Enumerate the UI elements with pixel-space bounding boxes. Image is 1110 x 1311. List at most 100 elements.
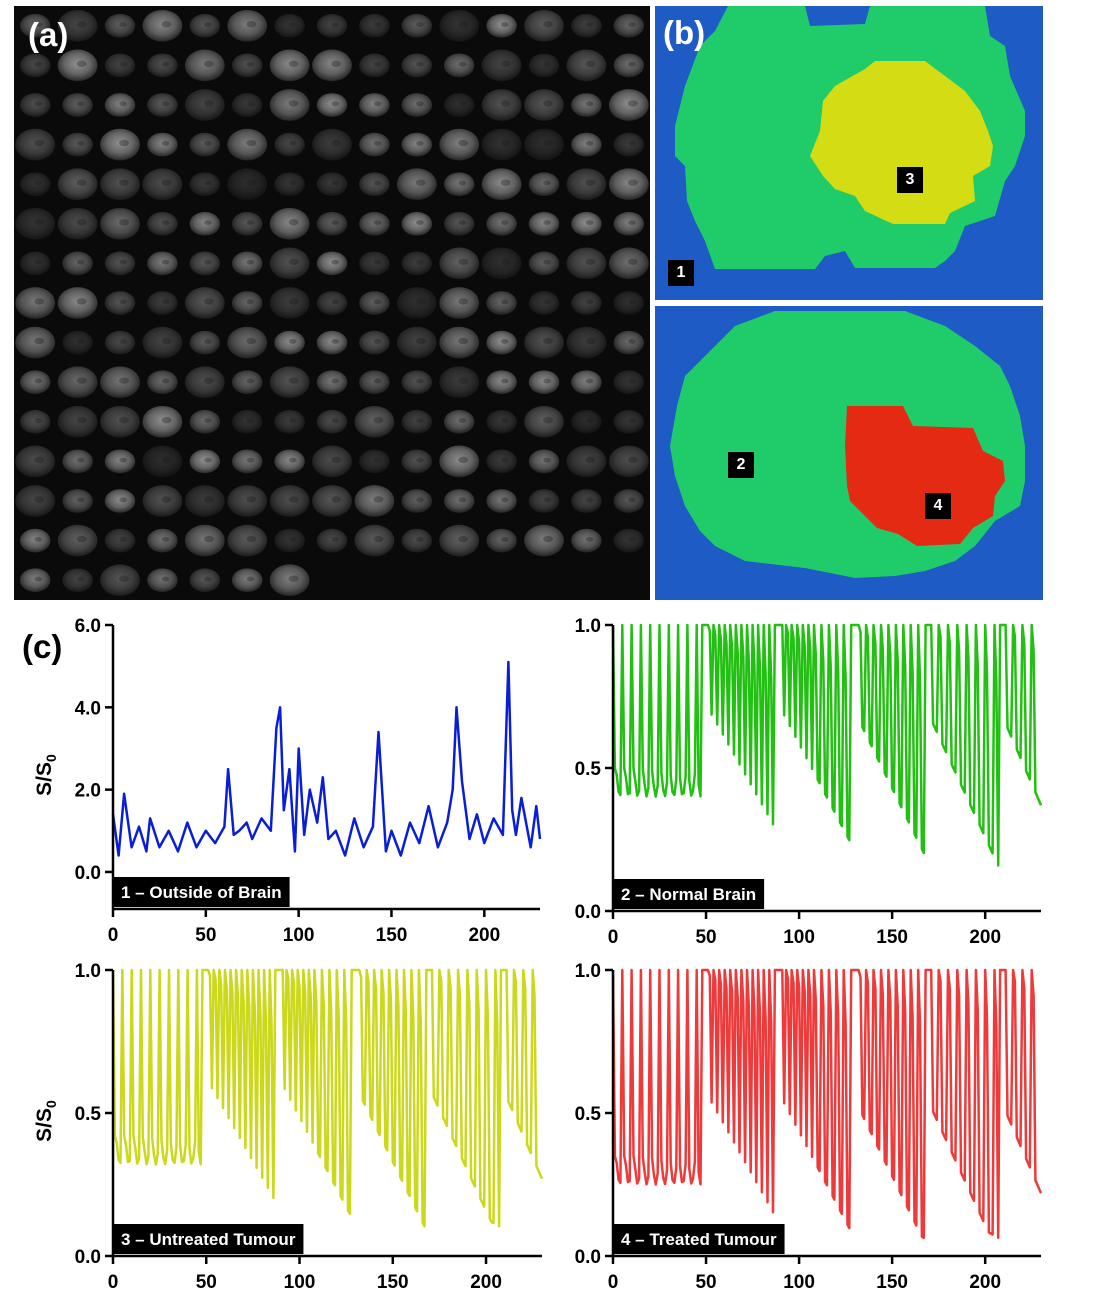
mri-slice <box>566 445 607 478</box>
x-tick-label: 150 <box>876 927 908 948</box>
mri-slice-detail <box>500 179 511 186</box>
mri-slice <box>19 53 51 78</box>
mri-slice-detail <box>585 141 594 146</box>
mri-slice <box>100 564 140 597</box>
mri-slice-detail <box>161 456 172 463</box>
mri-slice <box>359 53 390 78</box>
mri-slice <box>481 89 522 121</box>
mri-slice <box>104 449 136 474</box>
mri-slice <box>100 168 140 201</box>
mri-slice <box>227 168 268 201</box>
mri-slice <box>439 445 480 478</box>
y-tick-label: 0.0 <box>575 1247 601 1268</box>
mri-slice <box>274 449 305 474</box>
mri-slice <box>274 528 305 553</box>
mri-slice <box>354 524 395 557</box>
mri-slice <box>571 211 602 236</box>
mri-slice-detail <box>628 497 636 503</box>
mri-slice-detail <box>34 456 45 463</box>
mri-slice-detail <box>416 457 424 463</box>
mri-slice-detail <box>76 457 85 463</box>
mri-slice <box>57 207 98 240</box>
mri-slice <box>439 287 480 319</box>
mri-slice <box>147 132 178 157</box>
mri-slice <box>15 128 56 161</box>
mri-slice <box>62 489 93 513</box>
mri-slice <box>312 485 352 517</box>
mri-slice-detail <box>204 259 212 265</box>
mri-slice-detail <box>34 537 43 542</box>
mri-slice <box>62 449 93 474</box>
mri-slice <box>486 528 517 553</box>
mri-slice <box>396 326 437 359</box>
x-tick-label: 200 <box>470 1272 502 1293</box>
mri-slice <box>524 405 564 438</box>
mri-slice-detail <box>458 21 469 28</box>
mri-slice <box>62 93 93 117</box>
series-label-box <box>113 877 290 907</box>
y-axis-label: S/S0 <box>33 1100 59 1142</box>
mri-slice-detail <box>373 378 382 384</box>
mri-slice-detail <box>416 537 424 542</box>
mri-slice <box>401 93 433 117</box>
mri-slice-detail <box>203 535 214 543</box>
mri-slice-detail <box>628 61 636 67</box>
mri-slice <box>528 489 560 513</box>
mri-slice <box>269 49 310 82</box>
mri-slice-detail <box>76 179 87 186</box>
y-axis-label: S/S0 <box>33 754 59 796</box>
mri-slice-detail <box>331 496 341 503</box>
mri-slice <box>100 405 140 438</box>
region-map-treated: 2 4 <box>655 306 1043 600</box>
mri-slice <box>57 49 98 82</box>
mri-slice-detail <box>34 259 43 265</box>
mri-slice-detail <box>204 457 212 463</box>
y-tick-label: 1.0 <box>75 961 101 982</box>
mri-slice-detail <box>288 141 297 146</box>
mri-slice-detail <box>288 339 297 344</box>
mri-slice-detail <box>628 537 636 542</box>
mri-slice-detail <box>203 377 214 384</box>
y-tick-label: 6.0 <box>75 616 101 637</box>
mri-slice-detail <box>34 418 43 423</box>
mri-slice-detail <box>34 180 43 186</box>
mri-slice-detail <box>119 457 127 463</box>
mri-slice-detail <box>373 61 382 67</box>
series-label: 4 – Treated Tumour <box>621 1230 777 1249</box>
mri-slice <box>401 449 433 474</box>
mri-slice-detail <box>627 258 638 265</box>
mri-slice-detail <box>373 457 382 463</box>
mri-slice-detail <box>416 418 424 423</box>
x-tick-label: 200 <box>969 927 1001 948</box>
mri-slice <box>359 13 390 38</box>
mri-slice <box>443 93 475 117</box>
mri-slice <box>401 528 433 553</box>
mri-slice <box>104 291 136 315</box>
mri-slice-detail <box>34 378 43 384</box>
mri-slice-detail <box>119 61 127 67</box>
mri-slice <box>147 291 178 315</box>
mri-slice-detail <box>246 457 255 463</box>
mri-slice <box>269 564 310 597</box>
mri-slice-detail <box>204 220 212 225</box>
series-line-untreated-tumour <box>111 968 544 1228</box>
mri-slice-detail <box>288 22 297 27</box>
mri-slice <box>439 524 480 557</box>
y-tick-label: 0.0 <box>75 863 101 884</box>
mri-slice <box>147 211 178 236</box>
mri-slice <box>147 53 178 78</box>
x-tick-label: 0 <box>608 1272 619 1293</box>
mri-slice-detail <box>373 220 382 225</box>
mri-slice-detail <box>585 101 594 107</box>
mri-slice <box>396 287 437 319</box>
mri-slice-detail <box>331 139 341 147</box>
mri-slice-detail <box>331 339 339 344</box>
mri-slice-detail <box>246 220 255 225</box>
mri-slice <box>104 528 136 553</box>
mri-slice <box>104 13 136 38</box>
mri-slice-detail <box>543 259 551 265</box>
y-tick-label: 0.5 <box>575 1104 602 1125</box>
mri-slice-detail <box>119 417 129 424</box>
mri-slice <box>15 287 56 319</box>
mri-slice-detail <box>458 337 469 345</box>
